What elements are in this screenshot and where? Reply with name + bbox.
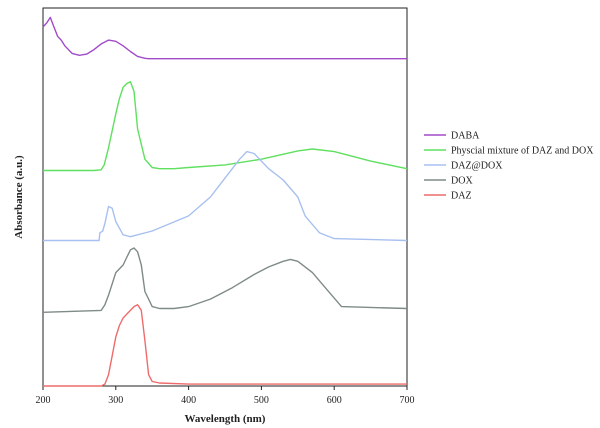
series-line-4	[43, 304, 407, 387]
y-axis-label: Absorbance (a.u.)	[13, 155, 25, 239]
plot-series	[42, 16, 408, 387]
series-line-0	[42, 16, 407, 60]
x-tick-label: 700	[400, 395, 415, 406]
series-line-3	[42, 247, 408, 313]
legend-label-2: DAZ@DOX	[451, 161, 503, 172]
x-axis-label: Wavelength (nm)	[185, 413, 266, 425]
plot-frame	[42, 7, 408, 387]
x-tick-label: 400	[181, 395, 196, 406]
x-tick-label: 500	[254, 395, 269, 406]
series-line-1	[43, 81, 408, 172]
legend: DABA Physcial mixture of DAZ and DOX DAZ@D…	[424, 131, 594, 202]
x-tick-label: 200	[36, 395, 51, 406]
legend-label-0: DABA	[451, 131, 480, 142]
x-tick-label: 300	[108, 395, 123, 406]
legend-label-4: DAZ	[451, 191, 472, 202]
series-line-2	[43, 150, 408, 242]
x-tick-label: 600	[327, 395, 342, 406]
legend-label-1: Physcial mixture of DAZ and DOX	[451, 146, 594, 157]
legend-label-3: DOX	[451, 176, 473, 187]
x-axis: 200 300 400 500 600 700	[36, 386, 415, 406]
